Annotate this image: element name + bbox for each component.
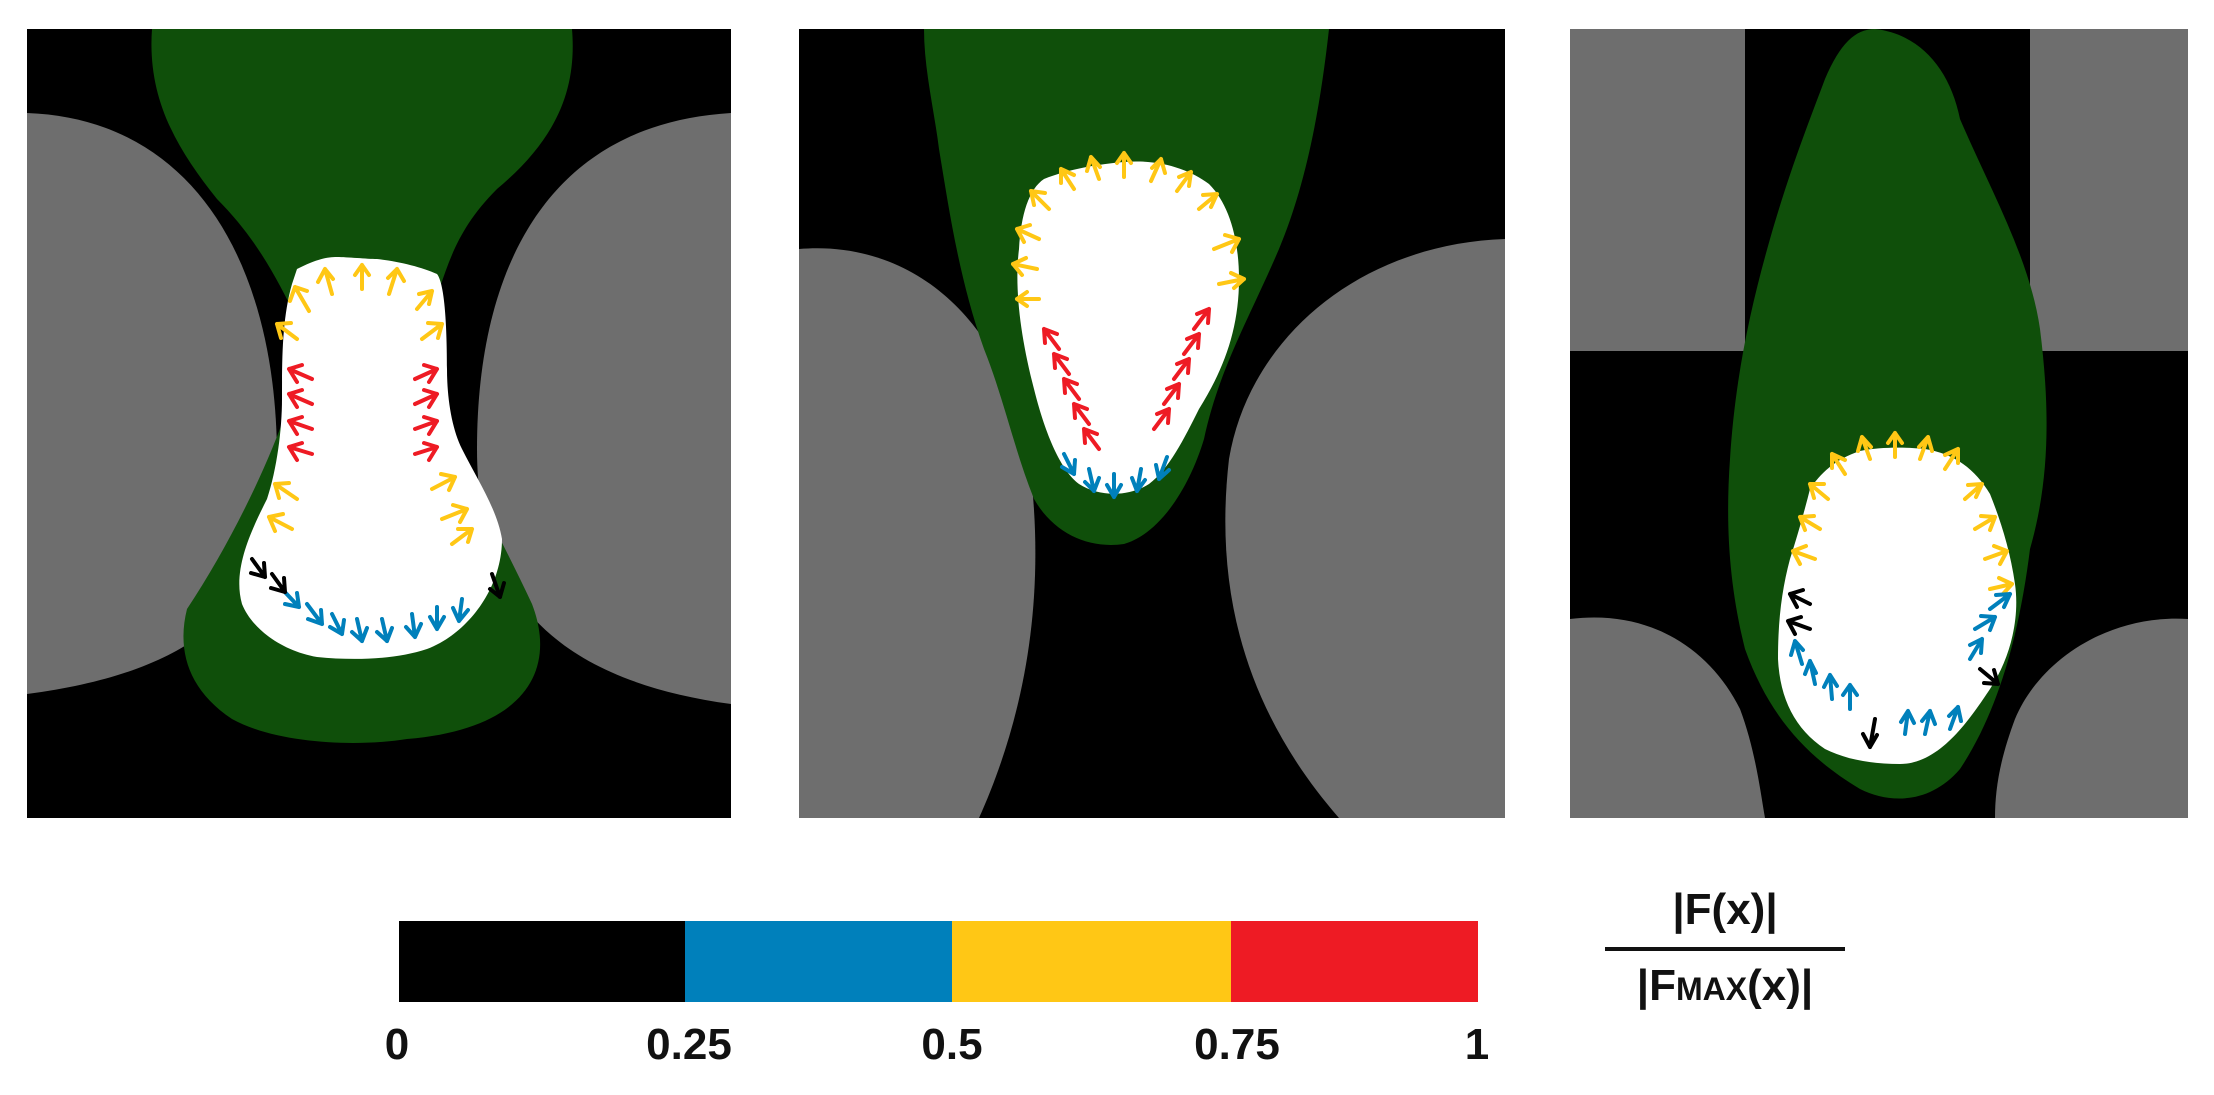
colorbar-tick-0.75: 0.75 bbox=[1194, 1020, 1280, 1069]
colorbar-tick-0.25: 0.25 bbox=[646, 1020, 732, 1069]
colorbar-segment-0.25-0.5 bbox=[685, 921, 952, 1002]
colorbar-segment-0-0.25 bbox=[399, 921, 685, 1002]
formula-denominator-close: (x)| bbox=[1747, 961, 1814, 1010]
colorbar-tick-1: 1 bbox=[1464, 1020, 1490, 1069]
formula-denominator-subscript: MAX bbox=[1675, 971, 1748, 1007]
formula-numerator: |F(x)| bbox=[1672, 885, 1778, 934]
formula-fraction-bar bbox=[1605, 947, 1845, 951]
panel-3-force-arrows bbox=[1786, 431, 2014, 749]
panel-2-obstacle-right bbox=[1225, 239, 1505, 818]
colorbar-tick-0: 0 bbox=[384, 1020, 410, 1069]
colorbar bbox=[399, 921, 1478, 1002]
panel-2-obstacle-left bbox=[799, 248, 1036, 818]
panel-3-canvas bbox=[1570, 29, 2188, 818]
panel-2-canvas bbox=[799, 29, 1505, 818]
formula-denominator: |FMAX(x)| bbox=[1605, 961, 1845, 1014]
panel-1-canvas bbox=[27, 29, 731, 818]
panel-3-obstacle-bottom-left bbox=[1570, 617, 1765, 818]
panel-2-force-arrows bbox=[1011, 151, 1246, 499]
colorbar-segment-0.75-1 bbox=[1231, 921, 1478, 1002]
simulation-panel-1 bbox=[27, 29, 731, 818]
panel-3-obstacle-top-left bbox=[1570, 29, 1745, 351]
panel-3-obstacle-top-right bbox=[2030, 29, 2188, 351]
colorbar-tick-0.5: 0.5 bbox=[921, 1020, 983, 1069]
formula-denominator-open: |F bbox=[1636, 961, 1676, 1010]
panel-1-obstacle-right bbox=[477, 113, 731, 704]
colorbar-segment-0.5-0.75 bbox=[952, 921, 1231, 1002]
panel-1-droplet bbox=[239, 257, 502, 659]
panel-1-force-arrows bbox=[249, 263, 506, 643]
panel-1-obstacle-left bbox=[27, 113, 277, 694]
simulation-panel-3 bbox=[1570, 29, 2188, 818]
normalized-force-formula: |F(x)| |FMAX(x)| bbox=[1605, 885, 1845, 1014]
simulation-panel-2 bbox=[799, 29, 1505, 818]
panel-3-obstacle-bottom-right bbox=[1995, 618, 2188, 818]
